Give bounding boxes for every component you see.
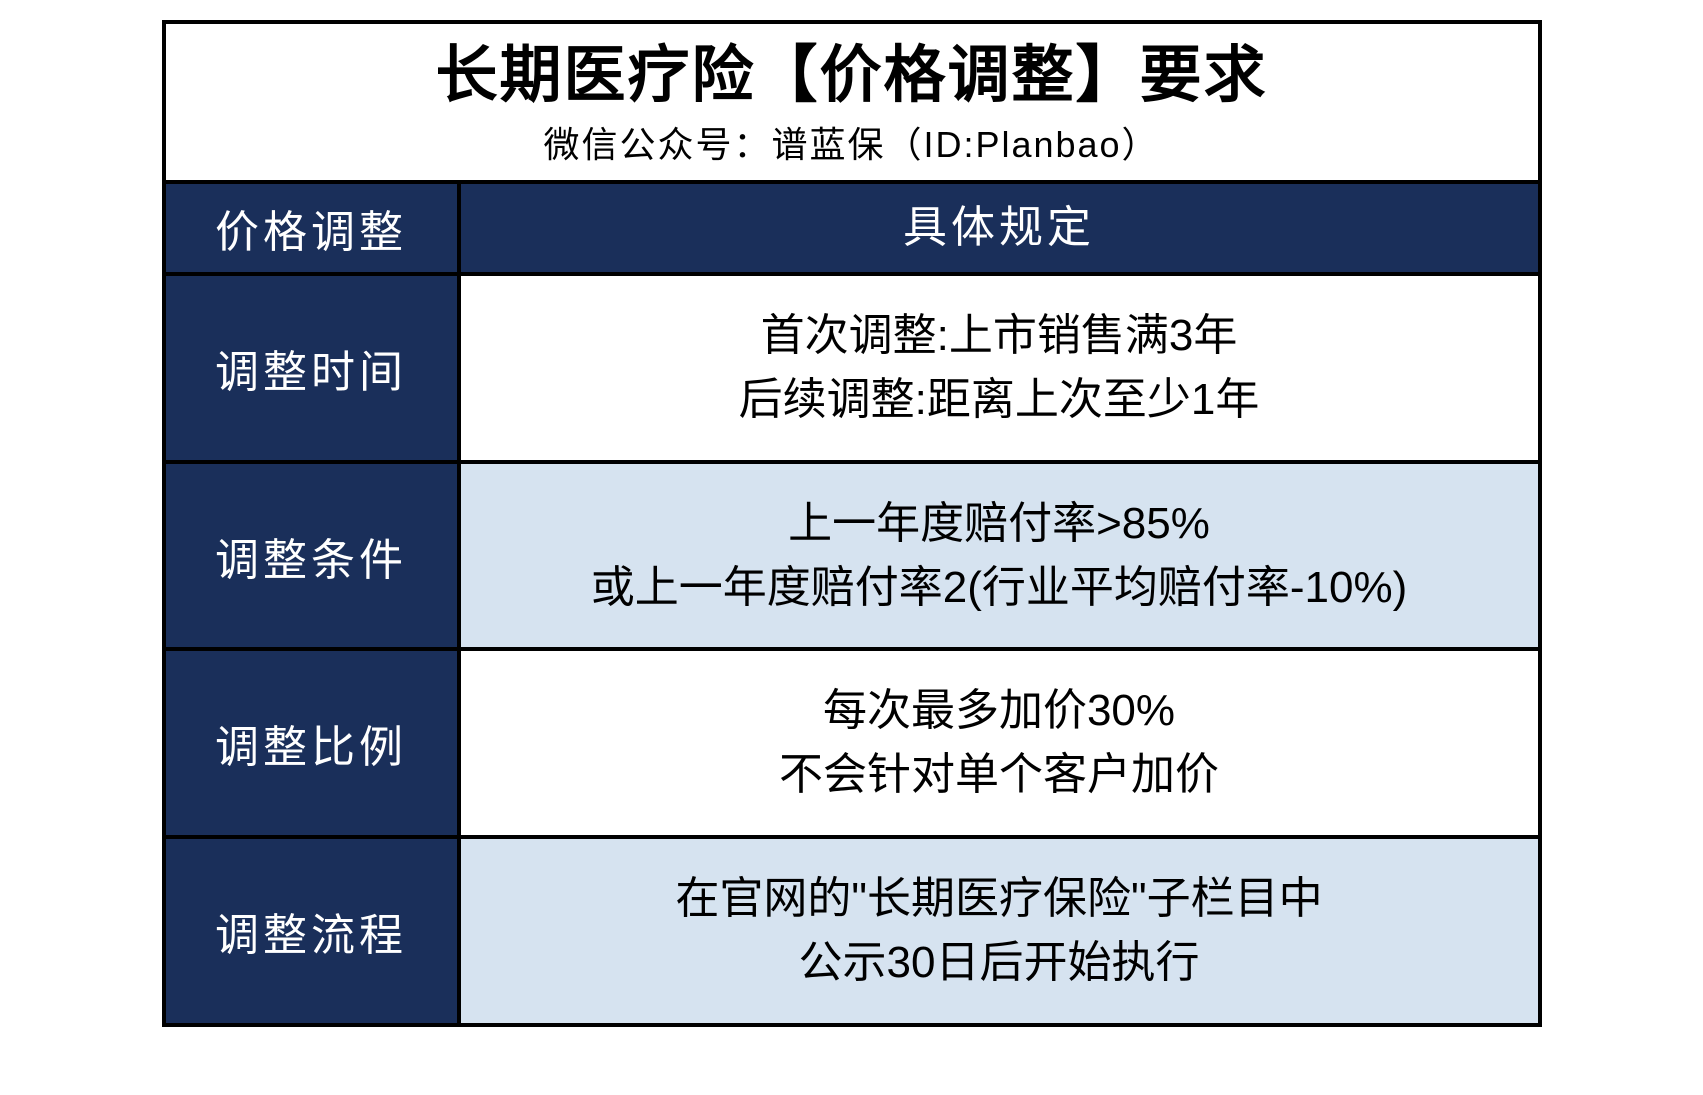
- content-line: 后续调整:距离上次至少1年: [739, 368, 1260, 432]
- row-label: 调整比例: [166, 651, 461, 839]
- row-content: 上一年度赔付率>85% 或上一年度赔付率2(行业平均赔付率-10%): [461, 464, 1538, 652]
- header-cell-left: 价格调整: [166, 184, 461, 276]
- header-cell-right: 具体规定: [461, 184, 1538, 276]
- page-subtitle: 微信公众号：谱蓝保（ID:Planbao）: [176, 116, 1528, 168]
- row-label: 调整流程: [166, 839, 461, 1023]
- content-line: 不会针对单个客户加价: [779, 743, 1219, 807]
- row-content: 每次最多加价30% 不会针对单个客户加价: [461, 651, 1538, 839]
- table-header-row: 价格调整 具体规定: [166, 184, 1538, 276]
- table-container: 长期医疗险【价格调整】要求 微信公众号：谱蓝保（ID:Planbao） 价格调整…: [162, 20, 1542, 1027]
- row-label: 调整时间: [166, 276, 461, 464]
- row-content: 首次调整:上市销售满3年 后续调整:距离上次至少1年: [461, 276, 1538, 464]
- table-row: 调整比例 每次最多加价30% 不会针对单个客户加价: [166, 651, 1538, 839]
- content-line: 上一年度赔付率>85%: [788, 492, 1210, 556]
- content-line: 或上一年度赔付率2(行业平均赔付率-10%): [591, 556, 1408, 620]
- content-line: 在官网的"长期医疗保险"子栏目中: [675, 867, 1322, 931]
- row-label: 调整条件: [166, 464, 461, 652]
- content-line: 每次最多加价30%: [823, 679, 1175, 743]
- rules-table: 价格调整 具体规定 调整时间 首次调整:上市销售满3年 后续调整:距离上次至少1…: [166, 184, 1538, 1022]
- content-line: 公示30日后开始执行: [799, 931, 1200, 995]
- table-row: 调整时间 首次调整:上市销售满3年 后续调整:距离上次至少1年: [166, 276, 1538, 464]
- header: 长期医疗险【价格调整】要求 微信公众号：谱蓝保（ID:Planbao）: [166, 24, 1538, 184]
- table-row: 调整流程 在官网的"长期医疗保险"子栏目中 公示30日后开始执行: [166, 839, 1538, 1023]
- content-line: 首次调整:上市销售满3年: [761, 304, 1238, 368]
- page-title: 长期医疗险【价格调整】要求: [176, 42, 1528, 110]
- table-row: 调整条件 上一年度赔付率>85% 或上一年度赔付率2(行业平均赔付率-10%): [166, 464, 1538, 652]
- row-content: 在官网的"长期医疗保险"子栏目中 公示30日后开始执行: [461, 839, 1538, 1023]
